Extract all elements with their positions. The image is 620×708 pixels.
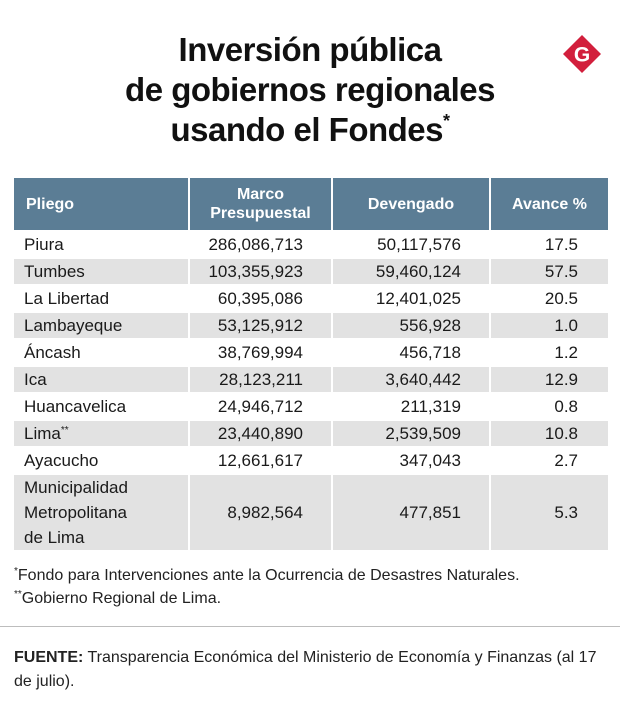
cell-marco: 38,769,994	[190, 338, 333, 365]
source-text: Transparencia Económica del Ministerio d…	[14, 649, 597, 690]
cell-avance: 2.7	[491, 446, 608, 473]
cell-marco: 286,086,713	[190, 230, 333, 257]
footnote-2: **Gobierno Regional de Lima.	[14, 587, 520, 610]
cell-pliego: La Libertad	[14, 284, 190, 311]
cell-avance: 1.0	[491, 311, 608, 338]
cell-avance: 17.5	[491, 230, 608, 257]
cell-avance: 57.5	[491, 257, 608, 284]
cell-pliego-line: Municipalidad	[24, 478, 128, 497]
cell-devengado: 347,043	[333, 446, 491, 473]
cell-avance: 20.5	[491, 284, 608, 311]
cell-devengado: 556,928	[333, 311, 491, 338]
source-note: FUENTE: Transparencia Económica del Mini…	[14, 646, 604, 694]
cell-devengado: 3,640,442	[333, 365, 491, 392]
footnote-1: *Fondo para Intervenciones ante la Ocurr…	[14, 564, 520, 587]
cell-pliego: Lambayeque	[14, 311, 190, 338]
title-line-3: usando el Fondes*	[60, 110, 560, 150]
header-marco-presupuestal: Marco Presupuestal	[190, 178, 333, 230]
cell-pliego-text: Lima	[24, 424, 61, 443]
cell-marco: 8,982,564	[190, 473, 333, 550]
cell-devengado: 477,851	[333, 473, 491, 550]
cell-avance: 5.3	[491, 473, 608, 550]
cell-avance: 1.2	[491, 338, 608, 365]
cell-pliego: Ica	[14, 365, 190, 392]
divider	[0, 626, 620, 627]
cell-marco: 23,440,890	[190, 419, 333, 446]
table-row: Lima** 23,440,890 2,539,509 10.8	[14, 419, 608, 446]
cell-pliego-line: Metropolitana	[24, 503, 128, 522]
cell-devengado: 211,319	[333, 392, 491, 419]
table-row: Huancavelica 24,946,712 211,319 0.8	[14, 392, 608, 419]
header-avance: Avance %	[491, 178, 608, 230]
title-line-2: de gobiernos regionales	[125, 71, 495, 108]
header-devengado: Devengado	[333, 178, 491, 230]
cell-pliego: Tumbes	[14, 257, 190, 284]
cell-pliego: Piura	[14, 230, 190, 257]
cell-pliego: Lima**	[14, 419, 190, 446]
source-label: FUENTE:	[14, 649, 84, 666]
footnote-mark: *	[14, 566, 18, 577]
cell-pliego: Áncash	[14, 338, 190, 365]
table-row: La Libertad 60,395,086 12,401,025 20.5	[14, 284, 608, 311]
cell-devengado: 50,117,576	[333, 230, 491, 257]
table-row: Municipalidad Metropolitana de Lima 8,98…	[14, 473, 608, 550]
cell-avance: 0.8	[491, 392, 608, 419]
logo-letter: G	[574, 44, 590, 67]
investment-table: Pliego Marco Presupuestal Devengado Avan…	[14, 178, 608, 550]
title-line-1: Inversión pública	[178, 31, 442, 68]
table-header-row: Pliego Marco Presupuestal Devengado Avan…	[14, 178, 608, 230]
footnote-mark: **	[14, 589, 22, 600]
cell-avance: 12.9	[491, 365, 608, 392]
cell-pliego-line: de Lima	[24, 528, 85, 547]
cell-pliego: Huancavelica	[14, 392, 190, 419]
cell-marco: 60,395,086	[190, 284, 333, 311]
footnote-text: Fondo para Intervenciones ante la Ocurre…	[17, 567, 520, 584]
header-pliego: Pliego	[14, 178, 190, 230]
cell-devengado: 2,539,509	[333, 419, 491, 446]
page-title: Inversión pública de gobiernos regionale…	[60, 30, 560, 150]
table-row: Lambayeque 53,125,912 556,928 1.0	[14, 311, 608, 338]
cell-pliego: Ayacucho	[14, 446, 190, 473]
cell-marco: 53,125,912	[190, 311, 333, 338]
table-row: Ayacucho 12,661,617 347,043 2.7	[14, 446, 608, 473]
cell-pliego: Municipalidad Metropolitana de Lima	[14, 473, 190, 550]
cell-devengado: 59,460,124	[333, 257, 491, 284]
cell-devengado: 12,401,025	[333, 284, 491, 311]
footnote-text: Gobierno Regional de Lima.	[21, 590, 222, 607]
table-row: Tumbes 103,355,923 59,460,124 57.5	[14, 257, 608, 284]
cell-devengado: 456,718	[333, 338, 491, 365]
footnotes: *Fondo para Intervenciones ante la Ocurr…	[14, 564, 520, 610]
cell-marco: 24,946,712	[190, 392, 333, 419]
cell-marco: 103,355,923	[190, 257, 333, 284]
footnote-mark: **	[60, 425, 69, 436]
cell-marco: 12,661,617	[190, 446, 333, 473]
cell-marco: 28,123,211	[190, 365, 333, 392]
title-footnote-mark: *	[443, 111, 450, 131]
table-row: Ica 28,123,211 3,640,442 12.9	[14, 365, 608, 392]
gestion-logo-icon: G	[563, 35, 601, 73]
table-row: Áncash 38,769,994 456,718 1.2	[14, 338, 608, 365]
cell-avance: 10.8	[491, 419, 608, 446]
table-row: Piura 286,086,713 50,117,576 17.5	[14, 230, 608, 257]
title-line-3-text: usando el Fondes	[170, 111, 444, 148]
